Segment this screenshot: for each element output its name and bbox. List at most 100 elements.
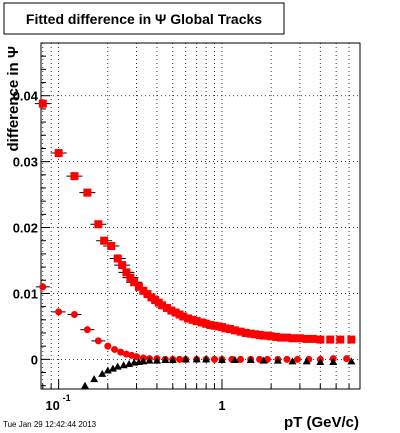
data-point	[237, 355, 245, 363]
point-marker	[192, 355, 201, 363]
point-marker	[277, 333, 286, 342]
data-point	[295, 334, 304, 343]
data-point	[34, 99, 51, 108]
data-point	[283, 355, 291, 363]
data-point	[113, 362, 122, 370]
data-point	[139, 357, 148, 365]
point-marker	[246, 356, 255, 364]
data-point	[114, 261, 131, 270]
point-marker	[130, 278, 139, 287]
point-marker	[259, 356, 268, 364]
point-marker	[326, 335, 335, 344]
data-point	[152, 356, 161, 364]
point-marker	[122, 350, 130, 358]
grid	[41, 43, 361, 389]
x-tick-label: 1	[218, 398, 225, 413]
y-tick-labels: 0 0.01 0.02 0.03 0.04	[13, 89, 39, 368]
data-point	[282, 333, 291, 342]
point-marker	[283, 355, 291, 363]
point-marker	[316, 357, 325, 365]
data-point	[103, 366, 112, 374]
point-marker	[221, 324, 230, 333]
point-marker	[241, 328, 250, 337]
data-point	[326, 335, 335, 344]
point-marker	[90, 375, 99, 383]
point-marker	[288, 334, 297, 343]
data-point	[168, 356, 177, 364]
point-marker	[83, 326, 91, 334]
point-marker	[230, 326, 239, 335]
point-marker	[347, 335, 356, 344]
data-point	[221, 324, 230, 333]
data-point	[167, 306, 176, 315]
data-point	[126, 278, 143, 287]
data-point	[197, 318, 206, 327]
data-point	[98, 369, 107, 377]
data-point	[161, 356, 170, 364]
point-marker	[134, 282, 143, 291]
data-point	[202, 319, 211, 328]
data-point	[246, 356, 255, 364]
point-marker	[70, 172, 79, 181]
point-marker	[246, 329, 255, 338]
point-marker	[188, 315, 197, 324]
data-point	[316, 335, 325, 344]
point-marker	[118, 261, 127, 270]
data-point	[230, 356, 239, 364]
data-point	[329, 357, 338, 365]
point-marker	[55, 308, 63, 316]
point-marker	[83, 188, 92, 197]
point-marker	[226, 325, 235, 334]
data-point	[293, 355, 301, 363]
x-tick-labels: 10 -1 1	[45, 393, 225, 413]
point-marker	[179, 312, 188, 321]
point-marker	[347, 357, 356, 365]
point-marker	[293, 355, 301, 363]
point-marker	[168, 356, 177, 364]
point-marker	[38, 99, 47, 108]
data-point	[109, 254, 126, 263]
data-point	[79, 188, 96, 197]
data-point	[181, 355, 190, 363]
data-point	[118, 268, 135, 277]
x-tick-exponent: -1	[63, 393, 71, 403]
point-marker	[197, 318, 206, 327]
data-point	[192, 317, 201, 326]
timestamp: Tue Jan 29 12:42:44 2013	[3, 420, 97, 429]
data-point	[272, 332, 281, 341]
data-point	[347, 335, 356, 344]
data-point	[188, 315, 197, 324]
axis-ticks	[41, 55, 361, 389]
data-point	[122, 273, 139, 282]
point-marker	[145, 356, 154, 364]
data-point	[139, 286, 148, 295]
point-marker	[113, 254, 122, 263]
data-point	[184, 314, 193, 323]
point-marker	[139, 357, 148, 365]
data-point	[246, 329, 255, 338]
point-marker	[108, 364, 117, 372]
point-marker	[217, 356, 226, 364]
point-marker	[272, 332, 281, 341]
y-axis-title: difference in Ψ	[5, 46, 22, 152]
data-point	[192, 355, 201, 363]
point-marker	[152, 356, 161, 364]
data-point	[117, 348, 125, 356]
data-point	[206, 321, 215, 330]
point-marker	[202, 355, 211, 363]
point-marker	[343, 355, 351, 363]
x-axis-title: pT (GeV/c)	[284, 414, 359, 431]
data-point	[236, 327, 245, 336]
data-point	[230, 326, 239, 335]
data-point	[277, 333, 286, 342]
data-marks	[34, 99, 356, 389]
data-point	[103, 241, 120, 250]
data-point	[90, 375, 99, 383]
point-marker	[236, 327, 245, 336]
y-tick-label: 0.03	[13, 155, 38, 170]
point-marker	[104, 342, 112, 350]
data-point	[122, 350, 130, 358]
data-point	[251, 330, 260, 339]
data-point	[302, 334, 311, 343]
point-marker	[230, 356, 239, 364]
